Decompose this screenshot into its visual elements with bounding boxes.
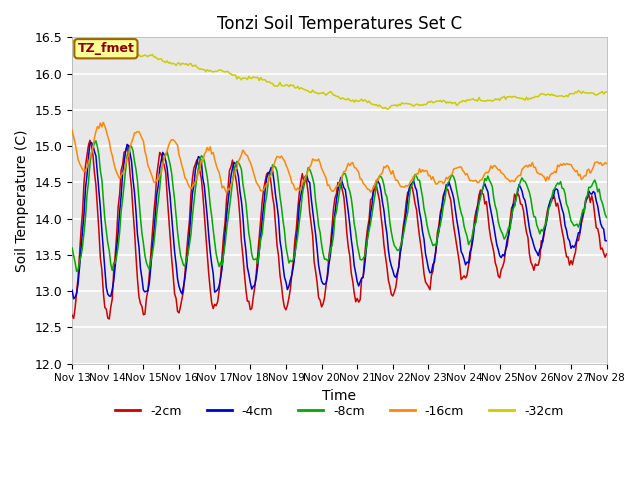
- X-axis label: Time: Time: [323, 389, 356, 403]
- Legend: -2cm, -4cm, -8cm, -16cm, -32cm: -2cm, -4cm, -8cm, -16cm, -32cm: [110, 400, 568, 423]
- Title: Tonzi Soil Temperatures Set C: Tonzi Soil Temperatures Set C: [217, 15, 462, 33]
- Text: TZ_fmet: TZ_fmet: [77, 42, 134, 55]
- Y-axis label: Soil Temperature (C): Soil Temperature (C): [15, 129, 29, 272]
